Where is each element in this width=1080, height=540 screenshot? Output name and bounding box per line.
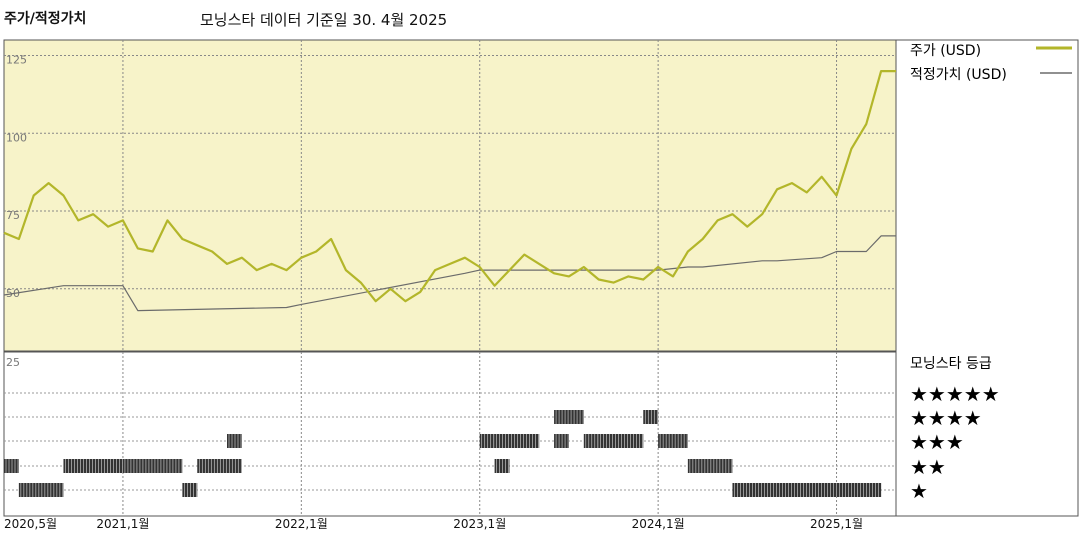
x-tick-label: 2022,1월 (275, 517, 328, 531)
x-tick-label: 2025,1월 (810, 517, 863, 531)
star-row-label: ★★ (910, 455, 946, 479)
rating-bar-2-star (63, 459, 123, 473)
rating-axis-label: 25 (6, 356, 20, 369)
star-row-label: ★★★★★ (910, 382, 1000, 406)
y-tick-label: 100 (6, 131, 27, 144)
rating-title: 모닝스타 등급 (910, 356, 992, 372)
legend-fair-label: 적정가치 (USD) (910, 67, 1007, 83)
fair-value-line (3, 235, 896, 312)
chart-title: 주가/적정가치 (4, 11, 87, 27)
price-panel (3, 39, 897, 352)
rating-bar-3-star (658, 434, 688, 448)
star-row-label: ★★★★ (910, 406, 982, 430)
legend-price-label: 주가 (USD) (910, 43, 981, 59)
x-tick-label: 2020,5월 (4, 517, 57, 531)
x-tick-label: 2021,1월 (96, 517, 149, 531)
price-line (3, 70, 896, 303)
rating-bar-2-star (122, 459, 183, 473)
star-row-label: ★ (910, 479, 928, 503)
x-tick-label: 2024,1월 (632, 517, 685, 531)
chart-subtitle: 모닝스타 데이터 기준일 30. 4월 2025 (200, 11, 448, 29)
rating-bar-1-star (732, 483, 882, 497)
legend-panel (895, 39, 1079, 517)
star-row-label: ★★★ (910, 430, 964, 454)
x-tick-label: 2023,1월 (453, 517, 506, 531)
y-tick-label: 125 (6, 54, 27, 67)
y-tick-label: 75 (6, 209, 20, 222)
rating-bar-4-star (554, 410, 584, 424)
